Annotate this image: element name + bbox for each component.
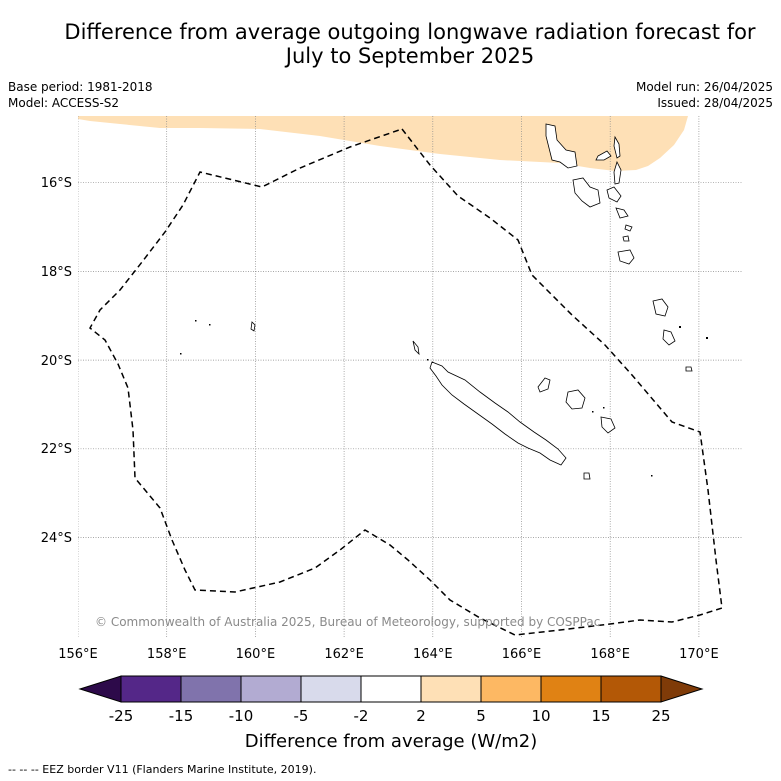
eez-legend-footer: -- -- -- EEZ border V11 (Flanders Marine… [8, 763, 317, 776]
lon-label-158e: 158°E [147, 647, 187, 662]
colorbar-label: 25 [651, 707, 670, 725]
gridlines [78, 116, 743, 637]
model-run: Model run: 26/04/2025 [635, 80, 773, 94]
lon-label-168e: 168°E [590, 647, 630, 662]
colorbar-bin [480, 675, 542, 703]
lat-label-16s: 16°S [41, 176, 72, 191]
colorbar-label: 15 [591, 707, 610, 725]
colorbar-label: 5 [476, 707, 486, 725]
colorbar-bins [120, 675, 662, 703]
title-line-1: Difference from average outgoing longwav… [64, 20, 756, 44]
map-area: © Commonwealth of Australia 2025, Bureau… [78, 116, 743, 637]
colorbar-bin [420, 675, 482, 703]
lat-label-20s: 20°S [41, 354, 72, 369]
lon-label-160e: 160°E [236, 647, 276, 662]
lon-label-170e: 170°E [679, 647, 719, 662]
colorbar: -25 -15 -10 -5 -2 2 5 10 15 25 Difference from av… [78, 675, 704, 752]
colorbar-underflow [78, 675, 122, 703]
title-line-2: July to September 2025 [285, 44, 535, 68]
colorbar-bin [360, 675, 422, 703]
colorbar-label: -5 [294, 707, 309, 725]
colorbar-bin [540, 675, 602, 703]
model-name: Model: ACCESS-S2 [8, 96, 120, 110]
eez-border [89, 128, 723, 636]
colorbar-label: -2 [354, 707, 369, 725]
meta-right: Model run: 26/04/2025 Issued: 28/04/2025 [636, 79, 773, 111]
colorbar-overflow [660, 675, 704, 703]
lat-label-24s: 24°S [41, 531, 72, 546]
colorbar-title: Difference from average (W/m2) [245, 731, 537, 752]
colorbar-label: -25 [109, 707, 134, 725]
lon-label-166e: 166°E [502, 647, 542, 662]
lon-label-156e: 156°E [58, 647, 98, 662]
latitude-labels: 16°S 18°S 20°S 22°S 24°S [41, 176, 72, 546]
longitude-labels: 156°E 158°E 160°E 162°E 164°E 166°E 168°… [58, 647, 718, 662]
colorbar-bin [120, 675, 182, 703]
colorbar-label: 10 [531, 707, 550, 725]
new-caledonia-islands [250, 321, 616, 480]
colorbar-label: -15 [169, 707, 194, 725]
map-title: Difference from average outgoing longwav… [0, 20, 781, 68]
base-period: Base period: 1981-2018 [8, 80, 153, 94]
lat-label-18s: 18°S [41, 265, 72, 280]
anomaly-region-2-to-5 [78, 116, 688, 171]
copyright-credit: © Commonwealth of Australia 2025, Bureau… [95, 615, 600, 629]
colorbar-bin [300, 675, 362, 703]
lon-label-164e: 164°E [413, 647, 453, 662]
vanuatu-islands [545, 123, 693, 372]
meta-left: Base period: 1981-2018 Model: ACCESS-S2 [8, 79, 153, 111]
colorbar-label: 2 [416, 707, 426, 725]
lat-label-22s: 22°S [41, 442, 72, 457]
lon-label-162e: 162°E [324, 647, 364, 662]
issued-date: Issued: 28/04/2025 [657, 96, 773, 110]
colorbar-labels: -25 -15 -10 -5 -2 2 5 10 15 25 [109, 707, 671, 725]
colorbar-bin [240, 675, 302, 703]
colorbar-bin [180, 675, 242, 703]
colorbar-label: -10 [229, 707, 254, 725]
colorbar-bin [600, 675, 662, 703]
small-islets [180, 320, 708, 477]
